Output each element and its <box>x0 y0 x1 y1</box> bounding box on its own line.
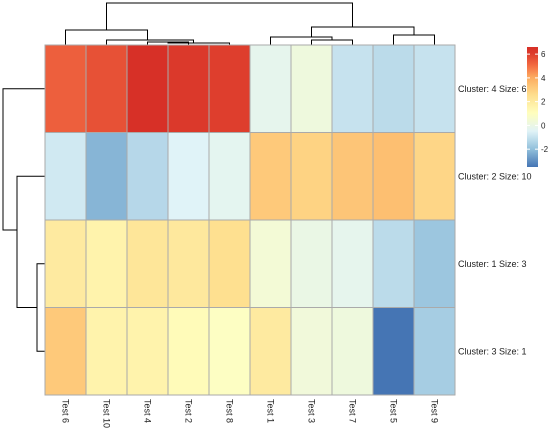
column-label: Test 8 <box>225 399 235 423</box>
column-label: Test 3 <box>307 399 317 423</box>
heatmap-cell <box>126 219 169 308</box>
heatmap-cell <box>44 307 87 396</box>
heatmap-cell <box>126 44 169 133</box>
heatmap-cell <box>249 132 292 221</box>
column-dendrogram <box>65 2 435 45</box>
row-dendrogram <box>2 88 45 352</box>
color-legend: 6 4 2 0 -2 <box>527 47 549 167</box>
column-label: Test 6 <box>61 399 71 423</box>
column-label: Test 7 <box>348 399 358 423</box>
row-labels: Cluster: 4 Size: 6 Cluster: 2 Size: 10 Clu… <box>458 84 532 357</box>
heatmap-cell <box>413 132 456 221</box>
heatmap-cell <box>372 132 415 221</box>
heatmap-cell <box>290 132 333 221</box>
legend-tick-label: 6 <box>541 50 546 59</box>
heatmap-cell <box>208 219 251 308</box>
row-label: Cluster: 4 Size: 6 <box>458 84 527 94</box>
heatmap-cell <box>249 44 292 133</box>
legend-tick-label: 2 <box>541 98 546 107</box>
row-label: Cluster: 2 Size: 10 <box>458 171 532 181</box>
heatmap-cell <box>208 44 251 133</box>
row-label: Cluster: 1 Size: 3 <box>458 259 527 269</box>
heatmap-cell <box>331 132 374 221</box>
heatmap-cell <box>167 132 210 221</box>
heatmap-cell <box>44 219 87 308</box>
heatmap-cell <box>44 44 87 133</box>
legend-tick-label: 4 <box>541 74 546 83</box>
legend-tick-label: -2 <box>541 145 549 154</box>
heatmap-cell <box>413 219 456 308</box>
column-label: Test 10 <box>102 399 112 428</box>
column-label: Test 2 <box>184 399 194 423</box>
heatmap-cell <box>249 307 292 396</box>
heatmap-cell <box>85 307 128 396</box>
heatmap-cell <box>372 219 415 308</box>
heatmap-cell <box>290 44 333 133</box>
heatmap-cell <box>208 307 251 396</box>
heatmap-cell <box>85 44 128 133</box>
heatmap-cell <box>413 44 456 133</box>
column-label: Test 4 <box>143 399 153 423</box>
legend-tick-label: 0 <box>541 121 546 130</box>
heatmap-cell <box>126 307 169 396</box>
heatmap-cell <box>167 219 210 308</box>
column-label: Test 9 <box>430 399 440 423</box>
heatmap-cell <box>331 219 374 308</box>
legend-color-bar <box>527 47 538 167</box>
heatmap-cell <box>167 307 210 396</box>
heatmap-cell <box>249 219 292 308</box>
heatmap-cell <box>290 219 333 308</box>
column-label: Test 5 <box>389 399 399 423</box>
column-labels: Test 6 Test 10 Test 4 Test 2 Test 8 Test 1 Tes… <box>61 399 440 428</box>
heatmap-cells <box>44 44 456 396</box>
heatmap-cell <box>208 132 251 221</box>
heatmap-cell <box>331 44 374 133</box>
heatmap-cell <box>126 132 169 221</box>
heatmap-cell <box>44 132 87 221</box>
heatmap-cell <box>372 44 415 133</box>
heatmap-cell <box>413 307 456 396</box>
heatmap-cell <box>85 219 128 308</box>
row-label: Cluster: 3 Size: 1 <box>458 346 527 356</box>
heatmap-cell <box>85 132 128 221</box>
heatmap-cell <box>290 307 333 396</box>
heatmap-cell <box>331 307 374 396</box>
column-label: Test 1 <box>266 399 276 423</box>
heatmap-cell <box>372 307 415 396</box>
heatmap-cell <box>167 44 210 133</box>
